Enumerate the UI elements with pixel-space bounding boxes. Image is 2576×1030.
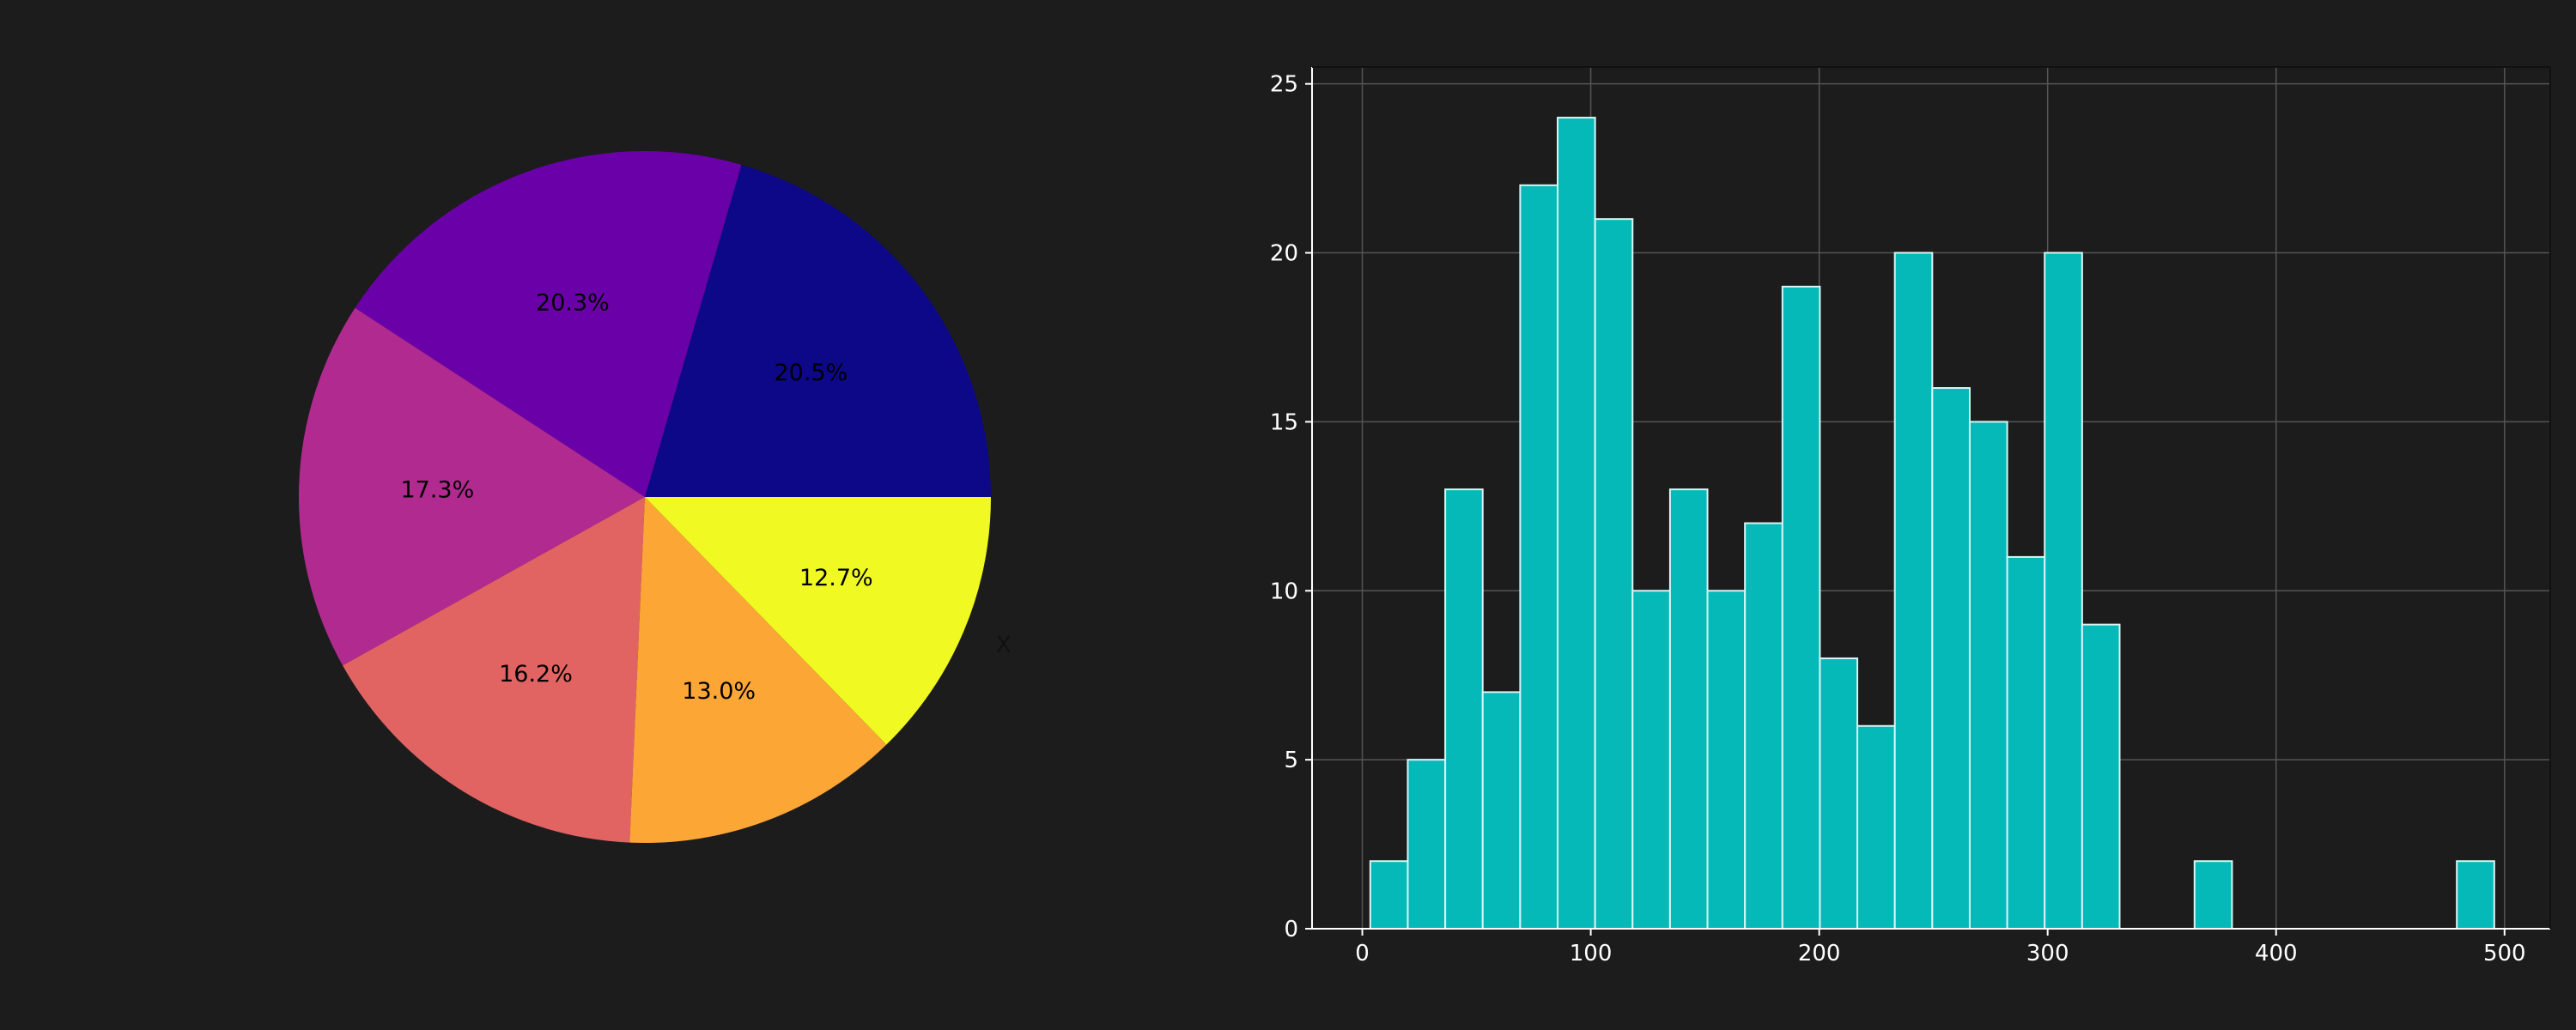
pie-slice [298,307,645,666]
pie-chart: 20.5% 20.3% 17.3% 16.2% 13.0% 12.7% X [298,150,1012,844]
histogram-bar [1781,285,1821,930]
x-tick-label: 0 [1355,941,1370,966]
histogram-bar [1744,522,1783,930]
histogram-bar [2044,251,2083,930]
pie-slice [355,150,742,497]
histogram-bar [1893,251,1934,930]
histogram-bar [1594,218,1634,930]
pie-percent-label: 20.5% [774,360,848,386]
histogram-chart: 0 100 200 300 400 500 0 5 10 15 20 25 [1270,66,2551,966]
x-tick-label: 100 [1570,941,1613,966]
histogram-bar [1706,590,1747,930]
histogram-bar [2006,555,2046,930]
histogram-bar [1406,759,1447,930]
y-tick-label: 20 [1270,241,1298,267]
x-tick-label: 300 [2026,941,2069,966]
pie-slice-label: X [995,632,1012,658]
pie-slice [629,497,887,844]
histogram-bar [1819,657,1859,930]
x-tick-label: 500 [2483,941,2526,966]
histogram-bar [1668,488,1709,930]
histogram-bar [1444,488,1484,930]
histogram-bar [1481,691,1522,930]
histogram-bar [2193,860,2233,930]
y-tick-label: 5 [1284,748,1298,773]
histogram-bar [1557,117,1596,930]
pie-slice [645,165,991,497]
pie-percent-label: 20.3% [536,289,610,316]
histogram-bar [1369,860,1409,930]
y-tick-label: 0 [1284,917,1298,942]
pie-percent-label: 12.7% [799,565,873,591]
pie-slice [645,497,991,745]
histogram-axes: 0 100 200 300 400 500 0 5 10 15 20 25 [1270,66,2551,966]
y-tick-label: 10 [1270,579,1298,604]
histogram-bar [1631,590,1671,930]
pie-slice [343,497,645,843]
histogram-bar [2456,860,2495,930]
histogram-bar [1856,724,1896,930]
histogram-bars [1369,117,2495,930]
y-tick-label: 15 [1270,409,1298,435]
pie-percent-label: 16.2% [499,661,573,688]
pie-slices [298,150,991,844]
pie-labels: 20.5% 20.3% 17.3% 16.2% 13.0% 12.7% X [400,289,1012,705]
x-tick-label: 400 [2255,941,2298,966]
x-tick-label: 200 [1798,941,1841,966]
histogram-bar [2081,623,2121,930]
histogram-bar [1931,387,1971,930]
histogram-bar [1519,184,1559,930]
pie-percent-label: 17.3% [400,477,474,504]
histogram-bar [1968,421,2008,930]
pie-percent-label: 13.0% [682,678,756,705]
y-tick-label: 25 [1270,72,1298,98]
